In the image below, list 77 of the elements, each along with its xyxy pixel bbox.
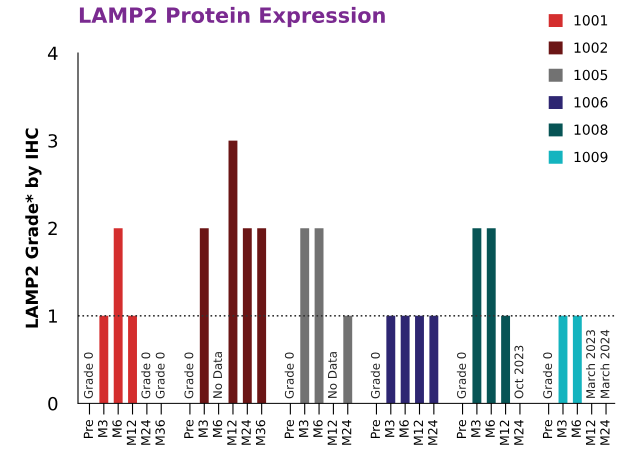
legend-label: 1005 — [574, 70, 608, 80]
x-tick-label: M12 — [328, 420, 337, 445]
x-tick-label: M24 — [241, 420, 251, 445]
y-tick-label: 2 — [48, 222, 57, 236]
bar — [429, 316, 438, 404]
text: Oct 2023 — [514, 346, 524, 398]
data-label: Grade 0 — [156, 352, 165, 398]
x-tick-label: M24 — [514, 420, 524, 445]
x-tick-label: M24 — [600, 420, 610, 445]
x-tick-label: M24 — [428, 420, 438, 445]
x-tick-label: M36 — [256, 420, 266, 445]
bar — [128, 316, 137, 404]
x-tick-label: M3 — [471, 420, 481, 437]
x-tick-label: Pre — [184, 420, 194, 438]
text: No Data — [213, 352, 222, 398]
legend-label: 1006 — [574, 97, 608, 108]
x-tick-label: M12 — [414, 420, 423, 445]
x-tick-label: M24 — [141, 420, 150, 445]
bar — [242, 228, 252, 404]
x-tick-label: M3 — [298, 420, 308, 437]
data-label: Grade 0 — [84, 352, 93, 398]
bar — [486, 228, 496, 404]
bar — [572, 316, 582, 404]
bar — [99, 316, 108, 404]
bar — [114, 228, 123, 404]
bar — [343, 316, 352, 404]
bar — [314, 228, 324, 404]
x-tick-label: M6 — [313, 420, 323, 437]
bar — [386, 316, 396, 404]
legend-label: 1001 — [574, 15, 608, 26]
legend-label: 1009 — [574, 152, 608, 162]
y-tick-label: 1 — [49, 309, 57, 323]
data-label: Grade 0 — [542, 352, 552, 398]
x-tick-label: M6 — [399, 420, 409, 437]
data-label: Grade 0 — [184, 352, 194, 398]
bar — [415, 316, 424, 404]
x-tick-label: Pre — [456, 420, 466, 438]
bar — [472, 228, 482, 404]
x-tick-label: Pre — [370, 420, 380, 438]
x-tick-label: M24 — [342, 420, 352, 445]
bar — [558, 316, 568, 404]
y-axis-title: LAMP2 Grade* by IHC — [25, 128, 42, 328]
legend-label: 1008 — [574, 124, 608, 135]
x-tick-label: M6 — [572, 420, 581, 437]
x-tick-label: M12 — [586, 420, 596, 445]
bar — [228, 140, 238, 404]
x-tick-label: M6 — [485, 420, 495, 437]
text: March 2023 — [586, 330, 596, 398]
x-tick-label: M12 — [126, 420, 136, 445]
data-label: Grade 0 — [141, 352, 150, 398]
y-tick-label: 4 — [48, 46, 58, 60]
y-tick-label: 3 — [48, 134, 58, 148]
x-tick-label: Pre — [284, 420, 294, 438]
bar — [200, 228, 209, 404]
x-tick-label: M6 — [212, 420, 222, 437]
bar — [501, 316, 510, 404]
bar — [257, 228, 266, 404]
x-tick-label: Pre — [84, 420, 94, 438]
x-tick-label: M3 — [384, 420, 394, 437]
x-tick-label: M12 — [500, 420, 510, 445]
y-tick-label: 0 — [48, 396, 58, 410]
x-tick-label: M36 — [155, 420, 165, 445]
data-label: Grade 0 — [456, 352, 466, 398]
x-tick-label: M3 — [557, 420, 567, 437]
chart-title: LAMP2 Protein Expression — [80, 6, 385, 28]
text: No Data — [328, 352, 337, 398]
bar — [300, 228, 310, 404]
x-tick-label: M3 — [98, 420, 108, 437]
x-tick-label: M3 — [198, 420, 208, 437]
x-tick-label: M6 — [112, 420, 122, 437]
data-label: Grade 0 — [370, 352, 380, 398]
x-tick-label: Pre — [542, 420, 552, 438]
bar — [400, 316, 410, 404]
legend-label: 1002 — [574, 42, 607, 53]
data-label: Grade 0 — [284, 352, 294, 398]
x-tick-label: M12 — [227, 420, 236, 445]
text: March 2024 — [600, 330, 610, 398]
